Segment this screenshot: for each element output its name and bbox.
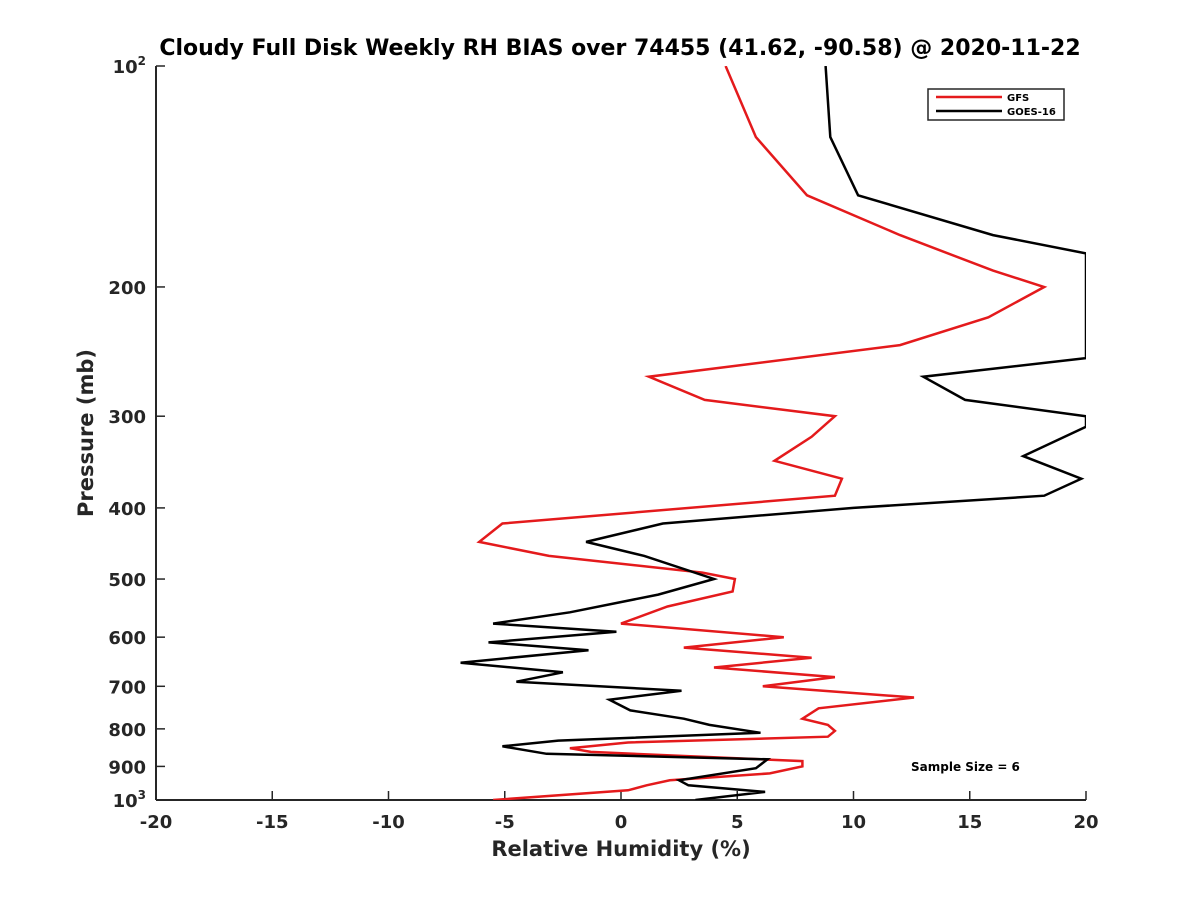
y-tick-exponent: 2 xyxy=(138,54,146,68)
y-tick-label: 500 xyxy=(108,570,146,591)
y-tick-base: 200 xyxy=(108,278,146,299)
series-lines xyxy=(460,66,1086,800)
series-line-goes-16 xyxy=(460,66,1086,800)
x-tick-label: 5 xyxy=(731,812,744,833)
y-tick-label: 800 xyxy=(108,720,146,741)
x-tick-label: 10 xyxy=(841,812,866,833)
y-tick-exponent: 3 xyxy=(138,788,146,802)
y-tick-base: 300 xyxy=(108,407,146,428)
y-tick-base: 10 xyxy=(113,57,138,78)
x-tick-label: -5 xyxy=(495,812,515,833)
y-tick-label: 400 xyxy=(108,499,146,520)
y-tick-label: 200 xyxy=(108,278,146,299)
y-tick-label: 700 xyxy=(108,677,146,698)
y-tick-label: 300 xyxy=(108,407,146,428)
y-tick-label: 900 xyxy=(108,757,146,778)
x-tick-label: -15 xyxy=(256,812,289,833)
y-tick-base: 10 xyxy=(113,791,138,812)
y-axis-label: Pressure (mb) xyxy=(74,349,98,517)
sample-size-annotation: Sample Size = 6 xyxy=(911,760,1020,774)
legend-box xyxy=(927,88,1065,121)
x-tick-label: 20 xyxy=(1073,812,1098,833)
x-tick-label: -20 xyxy=(140,812,173,833)
legend: GFS GOES-16 xyxy=(927,88,1065,121)
legend-label-goes16: GOES-16 xyxy=(1007,107,1056,118)
x-tick-label: -10 xyxy=(372,812,405,833)
y-tick-label: 102 xyxy=(113,54,146,78)
y-tick-base: 500 xyxy=(108,570,146,591)
y-tick-base: 600 xyxy=(108,628,146,649)
x-tick-label: 15 xyxy=(957,812,982,833)
plot-axes xyxy=(155,66,1086,801)
y-tick-label: 600 xyxy=(108,628,146,649)
legend-label-gfs: GFS xyxy=(1007,93,1029,104)
x-tick-label: 0 xyxy=(615,812,628,833)
y-tick-label: 103 xyxy=(113,788,146,812)
y-tick-base: 700 xyxy=(108,677,146,698)
y-tick-base: 800 xyxy=(108,720,146,741)
y-tick-base: 900 xyxy=(108,757,146,778)
y-tick-base: 400 xyxy=(108,499,146,520)
x-axis-ticks: -20 -15 -10 -5 0 5 10 15 20 xyxy=(140,791,1099,833)
x-axis-label: Relative Humidity (%) xyxy=(491,837,750,861)
chart-title: Cloudy Full Disk Weekly RH BIAS over 744… xyxy=(159,36,1080,61)
series-line-gfs xyxy=(476,66,1048,800)
